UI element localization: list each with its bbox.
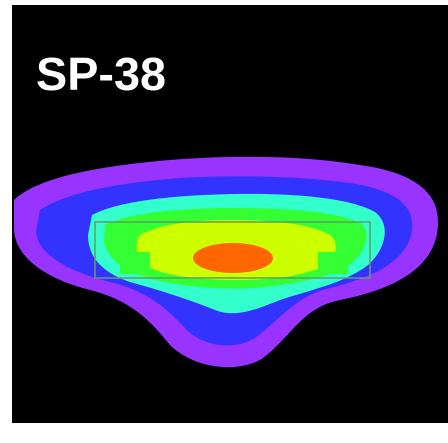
fixture-outline — [94, 221, 371, 279]
contour-green-notch — [120, 252, 150, 274]
contour-green-notch — [318, 252, 348, 274]
contour-orange — [193, 243, 273, 273]
model-label: SP-38 — [36, 48, 166, 100]
